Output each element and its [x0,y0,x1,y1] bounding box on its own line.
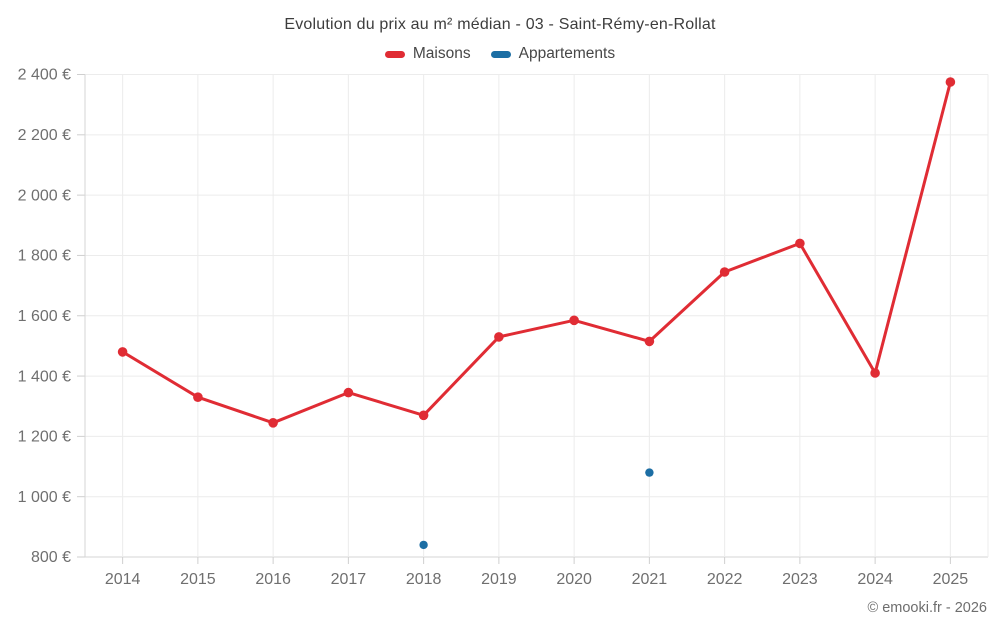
maisons-point [418,410,429,421]
maisons-point [117,347,128,357]
y-axis-label: 1 400 € [18,368,71,385]
y-axis-label: 1 800 € [18,248,71,265]
maisons-point [494,332,504,342]
y-axis-label: 2 000 € [18,187,71,204]
maisons-point [644,336,655,347]
x-axis-label: 2014 [105,571,141,588]
maisons-line [121,80,952,425]
maisons-point [569,315,579,326]
y-axis-label: 1 200 € [18,429,71,446]
maisons-point [870,368,880,378]
legend-label-maisons: Maisons [412,45,471,62]
x-axis-label: 2023 [782,571,818,588]
maisons-point [719,267,730,277]
appartements-point [645,468,654,477]
x-axis-label: 2021 [632,571,668,588]
legend-item-appartements[interactable]: Appartements [490,45,616,63]
maisons-point [268,418,278,428]
x-axis-label: 2022 [707,571,743,588]
chart-title: Evolution du prix au m² médian - 03 - Sa… [284,16,716,33]
legend-item-maisons[interactable]: Maisons [384,45,471,63]
appartements-point [419,540,428,550]
x-axis-label: 2019 [481,571,517,588]
maisons-point [343,387,354,398]
x-axis-label: 2025 [933,571,969,588]
copyright-text: © emooki.fr - 2026 [867,600,987,616]
x-axis-label: 2016 [255,571,291,588]
x-axis-label: 2024 [857,571,893,588]
y-axis-label: 2 400 € [18,67,71,84]
maisons-point [945,77,956,87]
legend-swatch-appartements-icon [490,50,511,58]
x-axis-label: 2020 [556,571,592,588]
y-axis-label: 2 200 € [18,127,71,144]
legend-swatch-maisons-icon [384,50,405,58]
maisons-point [193,392,203,403]
x-axis-label: 2018 [406,571,442,588]
legend-label-appartements: Appartements [518,45,616,62]
y-axis-label: 1 600 € [18,308,71,325]
y-axis-label: 1 000 € [18,489,71,506]
y-axis-label: 800 € [31,549,71,566]
x-axis-label: 2017 [331,571,367,588]
x-axis-label: 2015 [180,571,216,588]
maisons-point [795,238,805,249]
chart-legend: Maisons Appartements [0,45,1000,63]
